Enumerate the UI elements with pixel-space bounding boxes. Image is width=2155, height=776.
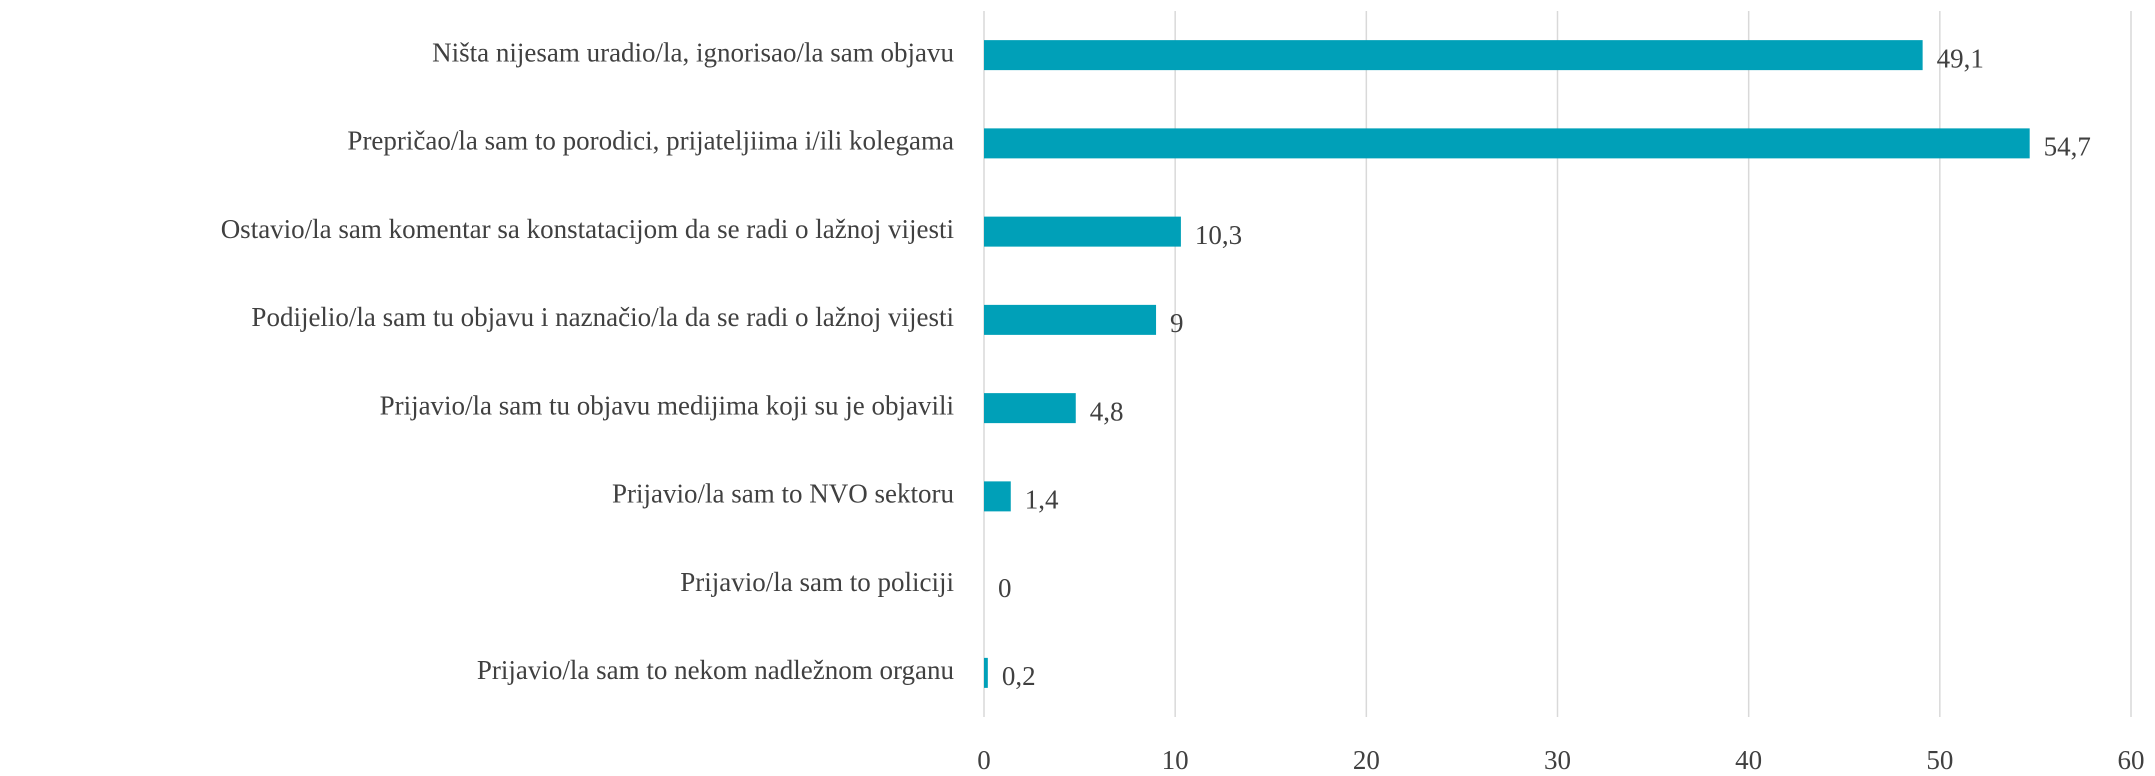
bar: [984, 128, 2030, 159]
x-tick-label: 0: [977, 745, 991, 775]
x-tick-label: 50: [1926, 745, 1953, 775]
value-label: 4,8: [1090, 396, 1124, 426]
y-tick-label: Prijavio/la sam to nekom nadležnom organ…: [477, 655, 955, 685]
value-label: 10,3: [1195, 220, 1242, 250]
y-tick-label: Prijavio/la sam to NVO sektoru: [612, 479, 954, 509]
value-label: 0: [998, 573, 1012, 603]
value-label: 1,4: [1025, 485, 1059, 515]
y-tick-label: Ostavio/la sam komentar sa konstatacijom…: [221, 214, 954, 244]
x-tick-label: 60: [2118, 745, 2145, 775]
bar: [984, 657, 988, 688]
y-tick-label: Prijavio/la sam to policiji: [680, 567, 954, 597]
y-tick-label: Ništa nijesam uradio/la, ignorisao/la sa…: [432, 37, 954, 67]
x-tick-label: 10: [1162, 745, 1189, 775]
x-tick-label: 30: [1544, 745, 1571, 775]
y-tick-label: Prijavio/la sam tu objavu medijima koji …: [380, 390, 954, 420]
value-label: 54,7: [2044, 132, 2091, 162]
x-tick-label: 20: [1353, 745, 1380, 775]
bar: [984, 40, 1923, 71]
bar: [984, 304, 1157, 335]
y-tick-label: Prepričao/la sam to porodici, prijatelji…: [347, 126, 954, 156]
value-label: 0,2: [1002, 661, 1036, 691]
value-label: 49,1: [1937, 43, 1984, 73]
bar: [984, 481, 1011, 512]
bar: [984, 393, 1076, 424]
value-label: 9: [1170, 308, 1184, 338]
y-tick-label: Podijelio/la sam tu objavu i naznačio/la…: [251, 302, 954, 332]
x-tick-label: 40: [1735, 745, 1762, 775]
bar: [984, 216, 1181, 247]
